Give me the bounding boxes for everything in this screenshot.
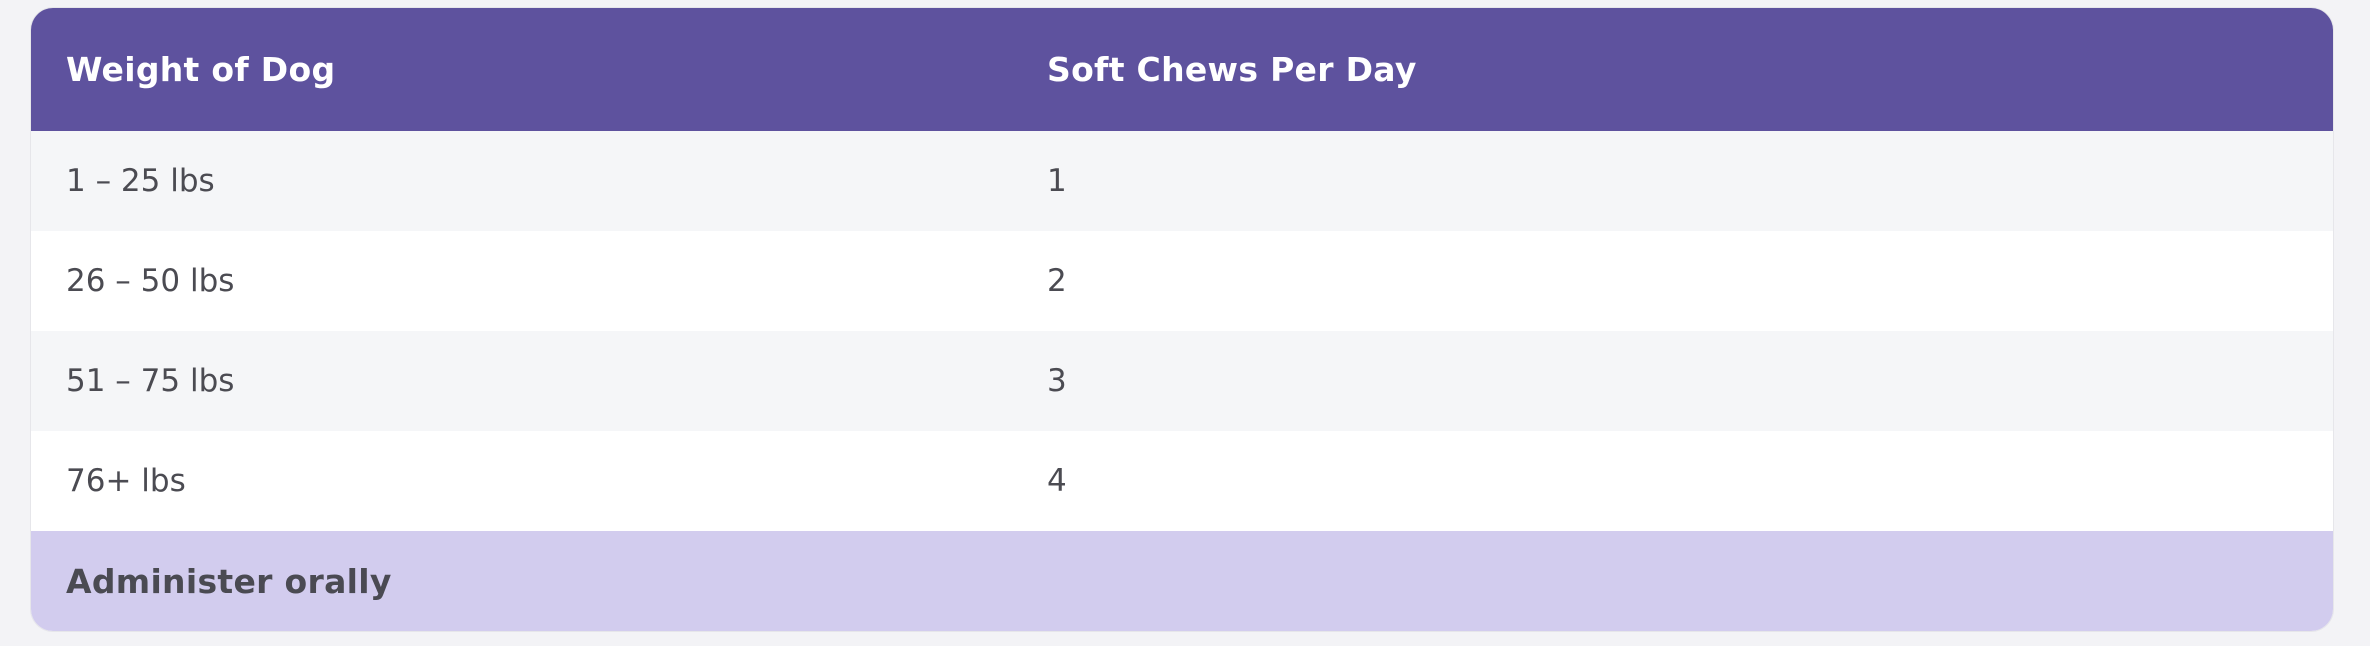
cell-chews: 4	[1047, 463, 1067, 499]
header-soft-chews: Soft Chews Per Day	[1047, 50, 1417, 89]
dosage-table: Weight of Dog Soft Chews Per Day 1 – 25 …	[31, 8, 2333, 631]
cell-chews: 1	[1047, 163, 1067, 199]
table-header-row: Weight of Dog Soft Chews Per Day	[31, 8, 2333, 131]
footer-note: Administer orally	[66, 561, 392, 601]
cell-weight: 1 – 25 lbs	[66, 163, 215, 199]
table-row: 1 – 25 lbs 1	[31, 131, 2333, 231]
table-row: 26 – 50 lbs 2	[31, 231, 2333, 331]
cell-weight: 26 – 50 lbs	[66, 263, 235, 299]
header-weight: Weight of Dog	[66, 50, 336, 89]
table-footer-row: Administer orally	[31, 531, 2333, 631]
cell-weight: 51 – 75 lbs	[66, 363, 235, 399]
cell-chews: 3	[1047, 363, 1067, 399]
cell-weight: 76+ lbs	[66, 463, 186, 499]
cell-chews: 2	[1047, 263, 1067, 299]
table-row: 76+ lbs 4	[31, 431, 2333, 531]
table-row: 51 – 75 lbs 3	[31, 331, 2333, 431]
